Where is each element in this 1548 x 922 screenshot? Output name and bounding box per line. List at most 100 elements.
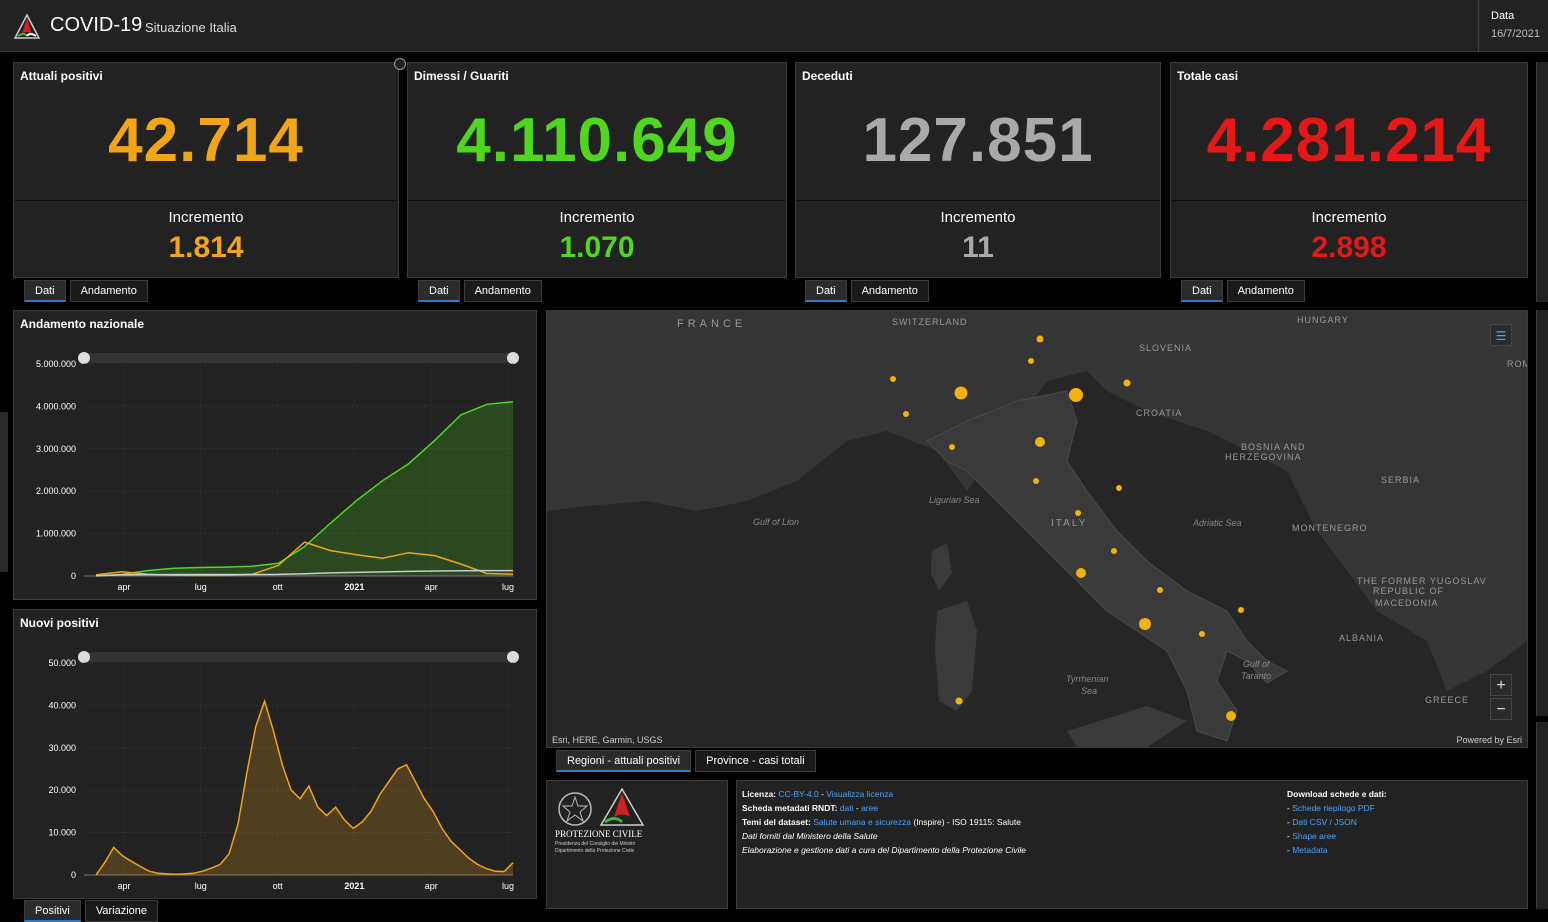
map-label: FRANCE bbox=[677, 318, 746, 330]
tab-dati[interactable]: Dati bbox=[1181, 280, 1223, 302]
download-title: Download schede e dati: bbox=[1287, 789, 1387, 799]
map-sardinia bbox=[935, 601, 977, 711]
x-tick-label: apr bbox=[117, 881, 130, 891]
map-canvas[interactable]: FRANCE SWITZERLAND HUNGARY SLOVENIA CROA… bbox=[547, 311, 1527, 747]
download-item: - Shape aree bbox=[1287, 831, 1337, 841]
expand-icon[interactable] bbox=[394, 58, 406, 70]
region-dot bbox=[1226, 711, 1236, 721]
zoom-in-button[interactable]: + bbox=[1490, 674, 1512, 696]
license-link[interactable]: CC-BY-4.0 bbox=[778, 789, 819, 799]
logo-panel: PROTEZIONE CIVILE Presidenza del Consigl… bbox=[546, 780, 728, 909]
download-metadata-link[interactable]: Metadata bbox=[1292, 845, 1328, 855]
map-label: Adriatic Sea bbox=[1192, 518, 1242, 528]
download-shape-link[interactable]: Shape aree bbox=[1292, 831, 1337, 841]
download-item: - Metadata bbox=[1287, 845, 1328, 855]
download-item: - Dati CSV / JSON bbox=[1287, 817, 1357, 827]
tab-variazione[interactable]: Variazione bbox=[84, 900, 159, 922]
map-tabs: Regioni - attuali positivi Province - ca… bbox=[556, 750, 820, 772]
metadata-dati-link[interactable]: dati bbox=[839, 803, 854, 813]
emblem-icon bbox=[558, 792, 592, 826]
tab-regioni[interactable]: Regioni - attuali positivi bbox=[556, 750, 692, 772]
region-dot bbox=[1075, 510, 1081, 516]
app-header: COVID-19 Situazione Italia Data 16/7/202… bbox=[0, 0, 1548, 52]
y-tick-label: 2.000.000 bbox=[36, 486, 76, 496]
map-label: Gulf of bbox=[1243, 659, 1271, 669]
side-panel-handle[interactable] bbox=[0, 412, 8, 572]
andamento-nazionale-panel: Andamento nazionale 0 1.000.000 2.000.000 3… bbox=[13, 310, 537, 600]
increment-value: 1.070 bbox=[559, 231, 635, 264]
card-title: Dimessi / Guariti bbox=[414, 69, 509, 83]
tab-andamento[interactable]: Andamento bbox=[463, 280, 542, 302]
region-dot bbox=[1111, 548, 1117, 554]
card-tabs-deceduti: Dati Andamento bbox=[805, 280, 933, 302]
logo-name: PROTEZIONE CIVILE bbox=[555, 829, 643, 839]
map-label: SERBIA bbox=[1381, 475, 1420, 485]
themes-line: Temi del dataset: Salute umana e sicurez… bbox=[742, 815, 1026, 829]
card-title: Attuali positivi bbox=[20, 69, 103, 83]
tab-positivi[interactable]: Positivi bbox=[24, 900, 81, 922]
map-sicily bbox=[1067, 706, 1187, 747]
region-dot bbox=[1199, 631, 1205, 637]
increment-label: Incremento bbox=[168, 209, 244, 226]
andamento-chart: 0 1.000.000 2.000.000 3.000.000 4.000.000 5.0… bbox=[36, 352, 519, 592]
download-csv-link[interactable]: Dati CSV / JSON bbox=[1292, 817, 1357, 827]
legend-toggle-icon[interactable]: ☰ bbox=[1490, 324, 1512, 346]
themes-rest: (Inspire) - ISO 19115: Salute bbox=[911, 817, 1021, 827]
map-label: SWITZERLAND bbox=[892, 317, 968, 327]
map-corsica bbox=[931, 543, 952, 591]
card-title: Deceduti bbox=[802, 69, 853, 83]
tab-province[interactable]: Province - casi totali bbox=[695, 750, 816, 772]
tab-dati[interactable]: Dati bbox=[24, 280, 66, 302]
x-tick-label: 2021 bbox=[344, 582, 364, 592]
series-area bbox=[96, 401, 513, 576]
nuovi-positivi-chart: 0 10.000 20.000 30.000 40.000 50.000 apr lug ott… bbox=[48, 651, 519, 891]
map-land bbox=[547, 311, 1527, 691]
x-tick-label: apr bbox=[425, 881, 438, 891]
map-label: ROM bbox=[1507, 359, 1527, 369]
map-label: Tyrrhenian bbox=[1066, 674, 1108, 684]
separator: - bbox=[853, 803, 862, 813]
map-label: SLOVENIA bbox=[1139, 343, 1192, 353]
region-dot bbox=[949, 444, 955, 450]
series-line bbox=[95, 569, 513, 577]
map-label: GREECE bbox=[1425, 695, 1469, 705]
download-column: Download schede e dati: - Schede riepilo… bbox=[1287, 787, 1387, 857]
protezione-civile-icon bbox=[599, 787, 645, 826]
map-label: BOSNIA AND bbox=[1241, 442, 1306, 452]
card-totale-casi: Totale casi 4.281.214 Incremento 2.898 bbox=[1170, 62, 1528, 278]
view-license-link[interactable]: Visualizza licenza bbox=[826, 789, 894, 799]
zoom-out-button[interactable]: − bbox=[1490, 698, 1512, 720]
separator: - bbox=[818, 789, 827, 799]
range-slider-handle-left bbox=[78, 352, 90, 364]
region-dots[interactable] bbox=[890, 335, 1244, 722]
tab-andamento[interactable]: Andamento bbox=[850, 280, 929, 302]
tab-andamento[interactable]: Andamento bbox=[1226, 280, 1305, 302]
map-panel[interactable]: FRANCE SWITZERLAND HUNGARY SLOVENIA CROA… bbox=[546, 310, 1528, 748]
card-value: 4.110.649 bbox=[456, 106, 738, 175]
increment-label: Incremento bbox=[559, 209, 635, 226]
download-pdf-link[interactable]: Schede riepilogo PDF bbox=[1292, 803, 1375, 813]
map-label: HUNGARY bbox=[1297, 315, 1349, 325]
card-divider bbox=[1171, 200, 1527, 201]
card-value: 4.281.214 bbox=[1206, 106, 1492, 175]
card-tabs-guariti: Dati Andamento bbox=[418, 280, 546, 302]
x-tick-label: lug bbox=[195, 582, 207, 592]
chart-title: Nuovi positivi bbox=[20, 616, 99, 630]
themes-link[interactable]: Salute umana e sicurezza bbox=[813, 817, 911, 827]
region-dot bbox=[1028, 358, 1034, 364]
license-label: Licenza: bbox=[742, 789, 777, 799]
chart-title: Andamento nazionale bbox=[20, 317, 145, 331]
tab-dati[interactable]: Dati bbox=[805, 280, 847, 302]
map-label: HERZEGOVINA bbox=[1225, 452, 1302, 462]
map-powered-by[interactable]: Powered by Esri bbox=[1456, 735, 1522, 745]
date-value: 16/7/2021 bbox=[1491, 28, 1540, 40]
map-label: Taranto bbox=[1241, 671, 1271, 681]
right-panel-bottom bbox=[1536, 722, 1548, 909]
series-line bbox=[95, 698, 514, 876]
tab-dati[interactable]: Dati bbox=[418, 280, 460, 302]
tab-andamento[interactable]: Andamento bbox=[69, 280, 148, 302]
y-tick-label: 40.000 bbox=[48, 700, 76, 710]
nuovi-tabs: Positivi Variazione bbox=[24, 900, 162, 922]
region-dot bbox=[903, 411, 909, 417]
metadata-aree-link[interactable]: aree bbox=[861, 803, 879, 813]
